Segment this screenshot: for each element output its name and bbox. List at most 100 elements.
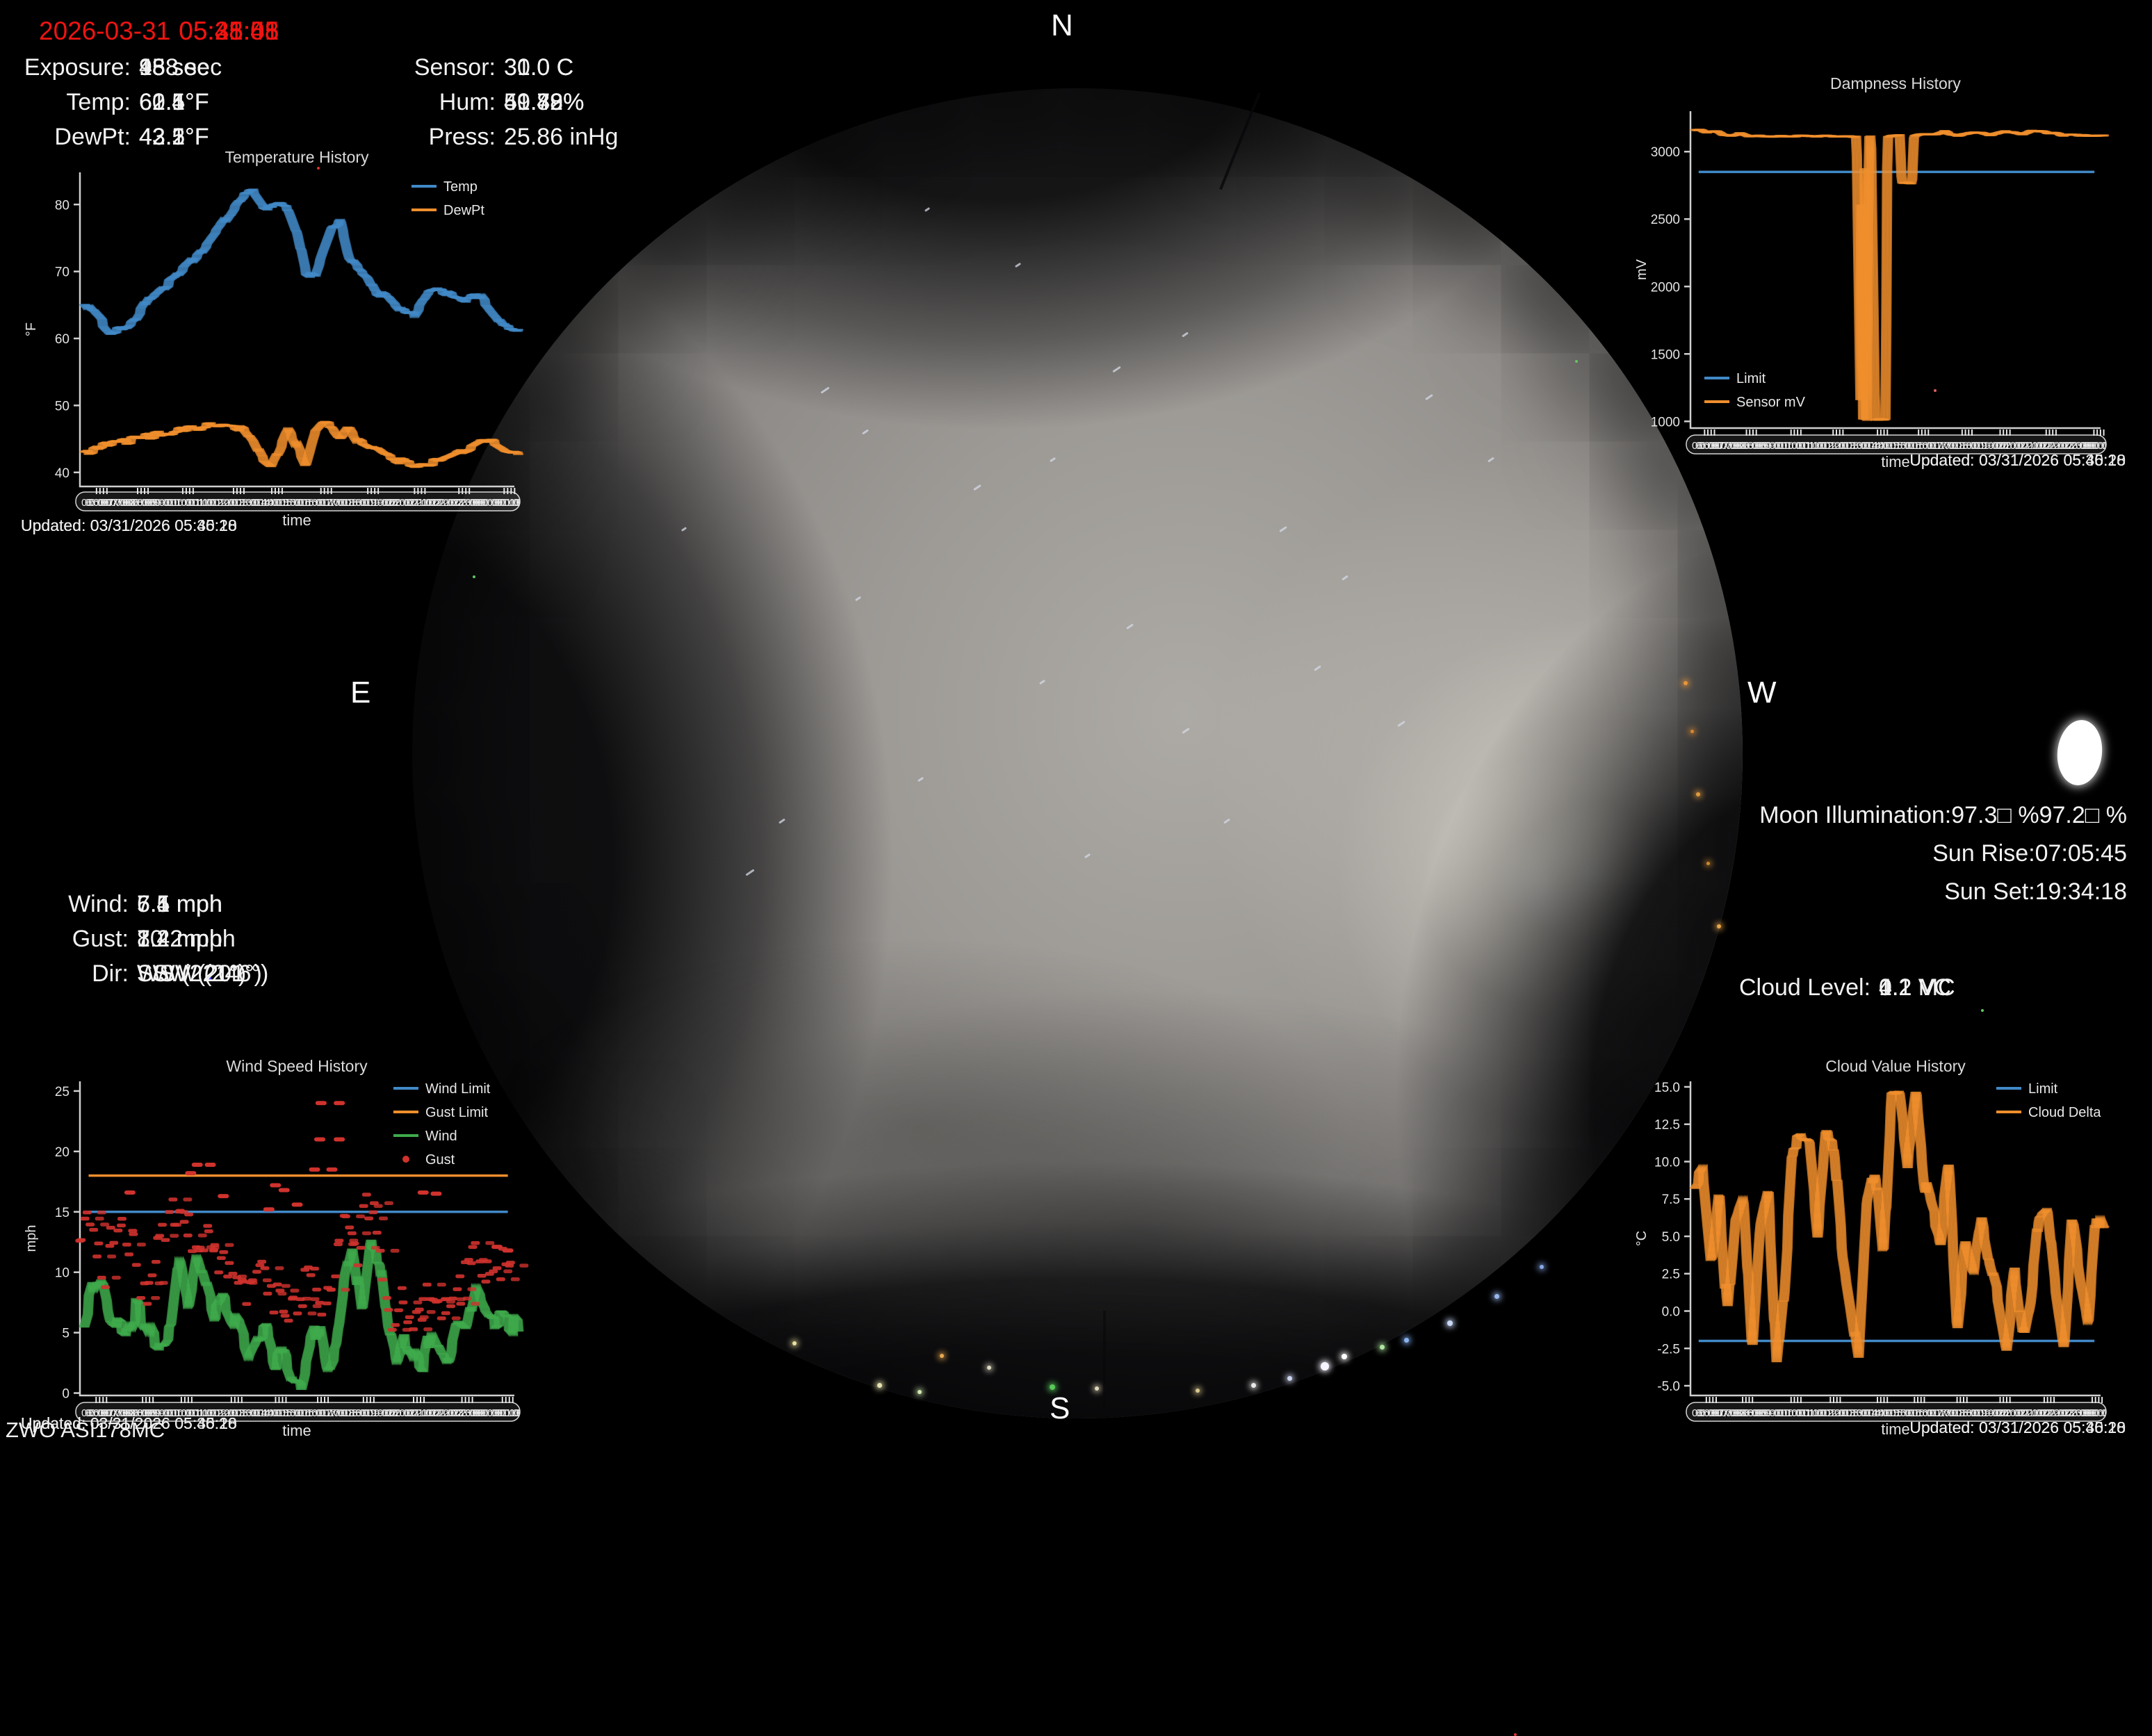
gust-dot	[210, 1243, 220, 1247]
gust-dot	[131, 1263, 141, 1267]
gust-dot	[482, 1259, 492, 1263]
pole-silhouette	[1103, 1311, 1106, 1408]
y-tick-label: 5	[62, 1327, 70, 1341]
hot-pixel	[209, 977, 211, 980]
x-tick-labels: 06:0007:0008:0009:0010:0011:0012:0013:00…	[85, 1407, 1180, 1419]
gust-outlier-dot	[417, 1190, 429, 1195]
field-value-layers: 60.5°F 62.1°F 61.4°F	[139, 85, 209, 120]
y-tick-label: 20	[55, 1145, 70, 1160]
field-value: 7.4 mph	[137, 891, 222, 917]
field-value: SW (221°)	[137, 960, 247, 987]
gust-dot	[216, 1256, 226, 1260]
field-value-layers: 50.42% 51.78% 49.89%	[504, 85, 584, 120]
gust-dot	[147, 1273, 157, 1277]
gust-dot	[341, 1214, 351, 1219]
field-value: 97.2□ %	[2039, 802, 2127, 828]
data-series-line	[88, 420, 524, 468]
temp-field: Temp: 60.5°F 62.1°F 61.4°F	[14, 85, 209, 120]
chart-axes	[1689, 111, 2101, 429]
horizon-light	[1684, 681, 1688, 685]
legend-label: Sensor mV	[1736, 395, 1806, 410]
gust-dot	[418, 1297, 428, 1302]
gust-dot	[165, 1210, 174, 1214]
chart-updated-timestamp: Updated: 03/31/2026 05:40:20	[21, 516, 237, 534]
gust-dot	[414, 1307, 424, 1312]
gust-dot	[334, 1238, 344, 1243]
gust-dot	[105, 1244, 115, 1248]
x-tick-labels: 06:0007:0008:0009:0010:0011:0012:0013:00…	[81, 497, 1176, 509]
gust-dot	[209, 1248, 218, 1252]
field-value: 6.5 mph	[137, 891, 222, 917]
x-tick-labels: 06:0007:0008:0009:0010:0011:0012:0013:00…	[1699, 1407, 2152, 1419]
gust-dot	[393, 1308, 403, 1313]
field-value-layers: SSW (201°) WSW (246°) SW (221°)	[137, 956, 268, 991]
gust-dot	[368, 1210, 378, 1215]
field-value: 43.1°F	[139, 124, 209, 150]
gust-dot	[496, 1277, 505, 1281]
chart-updated-timestamp: Updated: 03/31/2026 05:35:28	[21, 516, 237, 534]
y-tick-label: 10	[55, 1266, 70, 1281]
gust-dot	[398, 1300, 408, 1304]
y-tick-label: 10.0	[1654, 1155, 1680, 1170]
chart-updated-timestamp: Updated: 03/31/2026 05:46:18	[21, 516, 237, 534]
chart-title: Dampness History	[1830, 74, 1961, 92]
horizon-light	[1196, 1389, 1200, 1393]
cloud-history-chart: Cloud Value History 15.0 12.5 10.0 7.5 5.0 2.5…	[1634, 1057, 2152, 1438]
horizon-light	[792, 1341, 797, 1345]
gust-outlier-dot	[491, 1245, 503, 1250]
wind-direction-field: Dir: SSW (201°) WSW (246°) SW (221°)	[21, 956, 268, 991]
gust-dot	[109, 1240, 119, 1245]
x-tick-band	[75, 491, 521, 511]
y-tick-label: -2.5	[1657, 1342, 1680, 1357]
gust-dot	[203, 1224, 213, 1228]
hot-pixel	[1934, 389, 1937, 392]
field-value-layers: 0.2 MC 4.1 VC 1.2 MC	[1879, 970, 1955, 1005]
field-label: Hum:	[439, 89, 496, 115]
x-tick-band	[75, 1402, 521, 1422]
field-value: 05:21:41	[179, 17, 279, 45]
y-tick-label: 2.5	[1662, 1268, 1680, 1282]
gust-dot	[238, 1279, 248, 1284]
field-label: 2026-03-31	[39, 17, 171, 45]
gust-dot	[361, 1193, 371, 1197]
field-value: 05:45:05	[179, 17, 279, 45]
field-value-layers: 30.0 C 31.0 C	[504, 50, 573, 85]
gust-dot	[453, 1287, 462, 1291]
hot-pixel	[473, 575, 475, 578]
field-value-layers: 138 sec 45 sec 98 sec	[139, 50, 222, 85]
chart-updated-timestamp: Updated: 03/31/2026 05:35:28	[21, 1414, 237, 1432]
gust-dot	[136, 1296, 146, 1300]
gust-dot	[306, 1273, 316, 1277]
chart-updated-timestamp: Updated: 03/31/2026 05:35:28	[1909, 1418, 2126, 1436]
sensor-field: Sensor: 30.0 C 31.0 C	[339, 50, 573, 85]
chart-title: Cloud Value History	[1825, 1057, 1966, 1075]
field-label: Sensor:	[414, 54, 496, 81]
gust-dot	[345, 1225, 354, 1230]
chart-updated-timestamp: Updated: 03/31/2026 05:40:20	[1909, 451, 2126, 469]
gust-outlier-dot	[270, 1183, 282, 1188]
gust-dot	[505, 1263, 514, 1268]
gust-dot	[272, 1282, 282, 1286]
y-axis-label: mV	[1634, 259, 1649, 280]
chart-updated-timestamp: Updated: 03/31/2026 05:40:20	[1909, 1418, 2126, 1436]
gust-dot	[76, 1238, 86, 1243]
x-tick-labels: 06:0007:0008:0009:0010:0011:0012:0013:00…	[1692, 440, 2152, 452]
allsky-fisheye-image	[412, 88, 1743, 1418]
field-label: Sun Set:	[1944, 878, 2035, 905]
gust-dot	[288, 1295, 298, 1300]
gust-dot	[347, 1231, 357, 1236]
y-tick-label: 80	[55, 198, 70, 213]
gust-dot	[183, 1234, 193, 1238]
sunset-field: Sun Set: 19:34:18	[1599, 874, 2127, 909]
gust-dot	[326, 1288, 336, 1292]
gust-dot	[448, 1296, 457, 1301]
gust-dot	[492, 1266, 502, 1270]
field-value-layers: 25.86 inHg	[504, 120, 618, 154]
hot-pixel	[1575, 360, 1578, 363]
gust-dot	[481, 1279, 491, 1284]
gust-dot	[369, 1201, 379, 1206]
gust-dot	[359, 1204, 368, 1209]
field-value: 97.3□ %	[1951, 802, 2039, 828]
gust-dot	[464, 1258, 473, 1262]
horizon-light	[1287, 1376, 1292, 1381]
